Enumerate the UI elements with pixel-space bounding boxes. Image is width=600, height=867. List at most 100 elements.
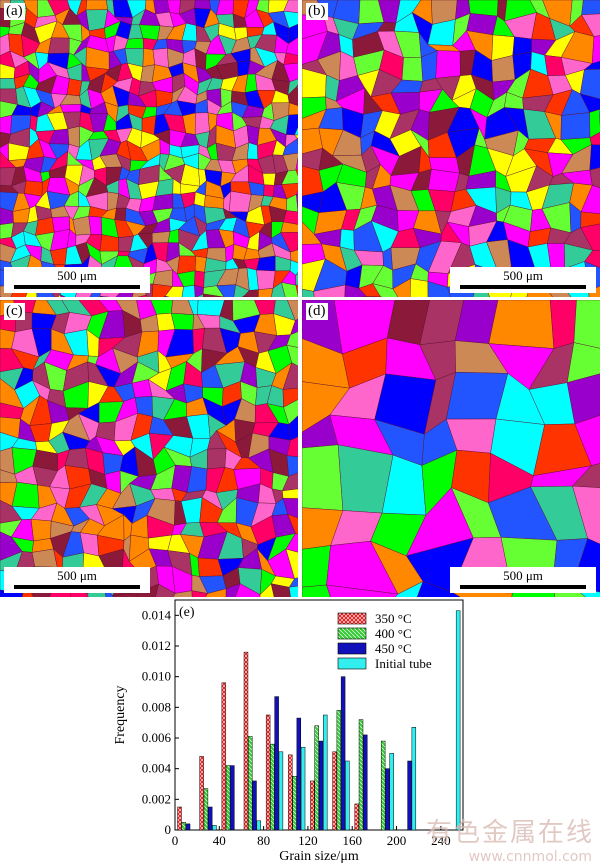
bar-400-c <box>380 740 386 831</box>
grain <box>282 498 298 519</box>
bar-initial-tube <box>300 746 306 831</box>
grain <box>263 184 275 197</box>
bar-initial-tube <box>345 760 350 831</box>
grain <box>152 269 173 287</box>
grain <box>72 215 92 236</box>
grain <box>589 144 600 171</box>
grain <box>581 13 600 37</box>
grain <box>282 488 298 499</box>
scale-line <box>14 285 140 289</box>
grain <box>288 415 298 441</box>
grain <box>435 50 461 79</box>
grain <box>549 300 577 349</box>
grain <box>285 548 298 579</box>
panel-label: (d) <box>306 303 328 320</box>
grain <box>589 109 600 139</box>
grain <box>114 207 127 221</box>
grain <box>99 296 110 297</box>
grain <box>392 278 411 297</box>
scale-bar: 500 μm <box>4 267 150 293</box>
grain <box>258 288 274 297</box>
bar-450-c <box>274 696 279 831</box>
bar-450-c <box>207 806 213 831</box>
grain <box>256 269 276 290</box>
grain <box>216 284 236 297</box>
scale-text: 500 μm <box>503 268 543 283</box>
grain <box>294 126 298 136</box>
grain <box>282 388 298 408</box>
grain <box>282 362 298 390</box>
scale-text: 500 μm <box>57 268 97 283</box>
bar-350-c <box>288 754 293 831</box>
grain <box>581 0 600 16</box>
y-tick-label: 0.010 <box>142 669 171 684</box>
bar-350-c <box>265 714 271 831</box>
grain <box>401 56 424 82</box>
ebsd-map-d: (d) 500 μm <box>302 300 600 597</box>
bar-450-c <box>318 740 324 831</box>
grain <box>283 10 298 29</box>
bar-450-c <box>363 734 368 831</box>
grain <box>205 588 227 597</box>
bar-450-c <box>230 765 235 831</box>
grain-map <box>0 300 298 597</box>
bar-350-c <box>221 682 227 831</box>
grain <box>583 61 600 70</box>
grain <box>288 577 298 588</box>
x-tick-label: 80 <box>257 833 270 848</box>
grain <box>283 210 298 225</box>
legend-swatch <box>337 642 367 655</box>
grain <box>302 545 331 588</box>
grain <box>280 221 298 233</box>
scale-text: 500 μm <box>57 568 97 583</box>
grain <box>164 295 170 297</box>
grain <box>85 0 108 11</box>
grain <box>262 173 276 186</box>
grain <box>138 294 147 297</box>
panel-label: (a) <box>4 3 25 20</box>
grain <box>290 318 298 336</box>
bar-350-c <box>199 756 204 831</box>
grain <box>573 300 600 349</box>
grain <box>296 86 298 91</box>
grain <box>288 102 298 116</box>
grain <box>181 285 196 297</box>
legend-label: 400 °C <box>375 626 412 641</box>
x-tick-label: 120 <box>298 833 318 848</box>
bar-initial-tube <box>323 714 328 831</box>
bar-400-c <box>181 822 186 831</box>
bar-350-c <box>177 806 182 831</box>
x-tick-label: 200 <box>387 833 407 848</box>
grain <box>206 448 227 470</box>
bar-initial-tube <box>212 825 217 831</box>
y-tick-label: 0.006 <box>142 730 172 745</box>
grain <box>580 69 600 100</box>
grain <box>302 288 315 297</box>
y-tick-label: 0.012 <box>142 638 171 653</box>
ebsd-map-a: (a) 500 μm <box>0 0 298 297</box>
grain <box>286 194 298 213</box>
y-tick-label: 0 <box>165 822 172 837</box>
grain <box>164 286 184 297</box>
bar-350-c <box>243 651 249 831</box>
grain <box>302 584 331 597</box>
grain <box>155 583 176 597</box>
grain <box>0 78 16 90</box>
grain <box>287 514 298 535</box>
grain <box>313 284 346 297</box>
grain <box>282 138 298 156</box>
grain <box>286 436 298 457</box>
grain <box>580 211 600 228</box>
scale-line <box>460 285 586 289</box>
grain <box>427 168 460 192</box>
bar-450-c <box>407 760 412 831</box>
grain <box>560 112 591 140</box>
grain <box>591 35 600 64</box>
grain <box>281 282 298 297</box>
grain <box>270 583 291 597</box>
grain <box>584 250 600 269</box>
grain <box>366 296 381 297</box>
grain <box>246 125 260 146</box>
bar-400-c <box>314 725 319 831</box>
grain <box>271 282 286 297</box>
